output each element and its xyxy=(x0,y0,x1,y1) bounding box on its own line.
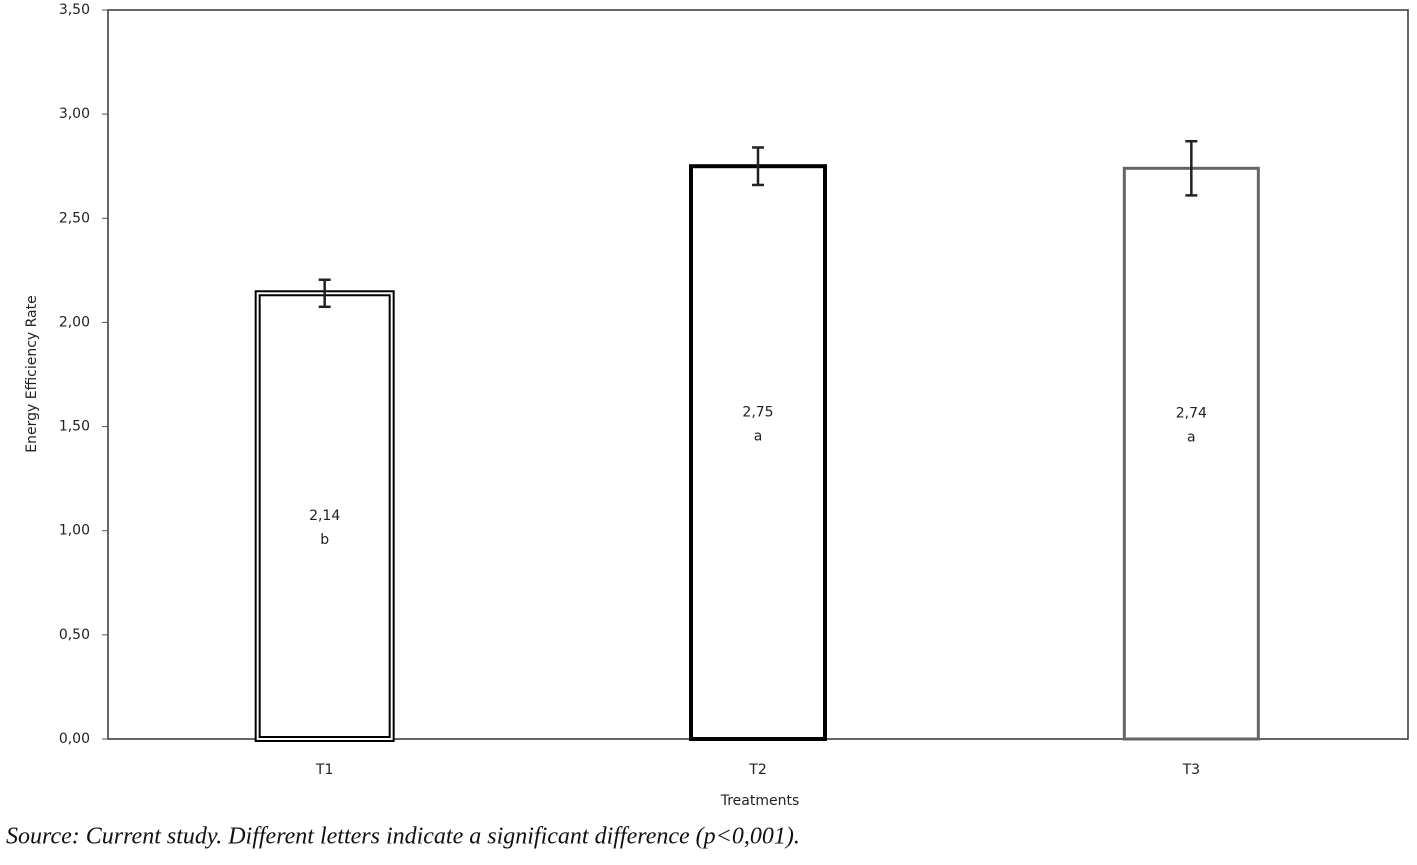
value-label: 2,14 xyxy=(309,508,340,524)
y-axis-label: Energy Efficiency Rate xyxy=(24,295,40,452)
y-tick-label: 1,50 xyxy=(59,419,90,435)
y-tick-label: 3,50 xyxy=(59,2,90,18)
significance-letter: a xyxy=(1187,430,1196,446)
bar xyxy=(689,164,827,741)
y-tick-label: 0,50 xyxy=(59,627,90,643)
y-tick-label: 3,00 xyxy=(59,106,90,122)
x-tick-label: T3 xyxy=(1182,762,1200,778)
y-tick-label: 0,00 xyxy=(59,731,90,747)
value-label: 2,75 xyxy=(742,405,773,421)
value-label: 2,74 xyxy=(1176,406,1207,422)
y-tick-label: 1,00 xyxy=(59,523,90,539)
caption: Source: Current study. Different letters… xyxy=(6,824,800,850)
significance-letter: a xyxy=(754,429,763,445)
x-axis-label: Treatments xyxy=(720,793,800,809)
x-tick-label: T2 xyxy=(748,762,766,778)
significance-letter: b xyxy=(320,532,329,548)
x-tick-label: T1 xyxy=(315,762,333,778)
bar xyxy=(1122,166,1260,741)
y-tick-label: 2,00 xyxy=(59,314,90,330)
y-tick-label: 2,50 xyxy=(59,210,90,226)
